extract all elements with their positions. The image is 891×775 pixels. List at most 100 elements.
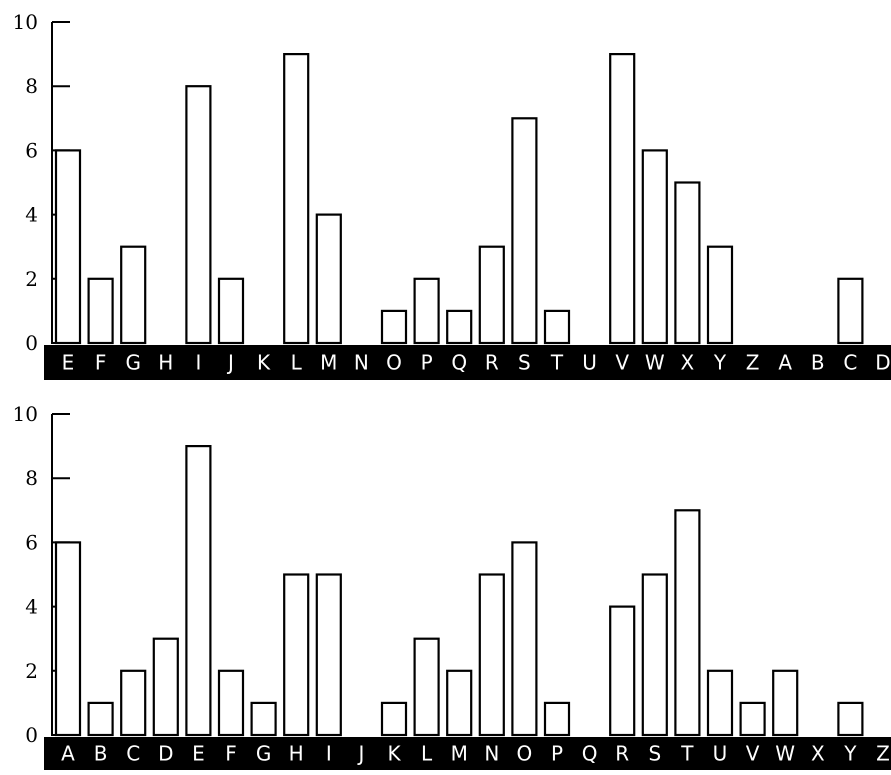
x-tick-label: A <box>778 351 792 375</box>
x-tick-label: X <box>681 351 695 375</box>
bar-N <box>478 573 505 737</box>
bar-A <box>54 541 82 737</box>
x-tick-label: M <box>320 351 337 375</box>
y-tick-label: 10 <box>13 402 38 426</box>
x-tick-label: Z <box>876 742 890 766</box>
x-tick-label: P <box>421 351 433 375</box>
bar-W <box>641 149 668 345</box>
bar-O <box>511 541 538 737</box>
x-tick-label: U <box>713 742 728 766</box>
x-tick-label: E <box>62 351 75 375</box>
x-tick-label: H <box>289 742 304 766</box>
x-tick-label: O <box>386 351 402 375</box>
bar-P <box>543 701 571 737</box>
bar-V <box>609 52 636 345</box>
bar-G <box>250 701 277 737</box>
bar-J <box>217 277 245 345</box>
x-tick-label: D <box>158 742 173 766</box>
x-tick-label: X <box>811 742 825 766</box>
x-tick-label: R <box>485 351 499 375</box>
x-tick-label: W <box>775 742 795 766</box>
x-tick-label: G <box>256 742 272 766</box>
bar-K <box>380 701 408 737</box>
x-tick-label: J <box>356 742 364 766</box>
chart-panel-1: 0 2 4 6 8 10 E F G H I J K L M N O P Q R S T U V W X Y Z A B C D <box>13 10 891 380</box>
x-tick-label: T <box>680 742 694 766</box>
bar-R <box>478 245 505 345</box>
bar-Y <box>837 701 864 737</box>
x-tick-label: Q <box>451 351 467 375</box>
x-tick-label: K <box>387 742 401 766</box>
bar-C <box>837 277 864 345</box>
x-tick-label: G <box>125 351 141 375</box>
bar-M <box>315 213 342 345</box>
y-tick-label: 0 <box>25 723 38 747</box>
category-label-band <box>44 345 891 380</box>
y-tick-label: 2 <box>25 659 38 683</box>
bar-Y <box>706 245 734 345</box>
y-tick-label: 0 <box>25 331 38 355</box>
bar-S <box>641 573 668 737</box>
y-tick-label: 8 <box>25 466 38 490</box>
y-tick-label: 6 <box>25 138 38 162</box>
x-tick-label: N <box>354 351 369 375</box>
x-tick-label: U <box>582 351 597 375</box>
x-tick-label: C <box>126 742 140 766</box>
x-tick-label: Q <box>582 742 598 766</box>
x-tick-label: F <box>95 351 107 375</box>
y-tick-label: 8 <box>25 74 38 98</box>
x-tick-label: C <box>843 351 857 375</box>
bar-H <box>283 573 310 737</box>
x-tick-label: L <box>421 742 433 766</box>
x-tick-label: Z <box>746 351 760 375</box>
bar-S <box>511 117 538 345</box>
bar-W <box>772 669 799 737</box>
bar-U <box>706 669 734 737</box>
bar-T <box>674 509 701 737</box>
x-tick-label: V <box>615 351 629 375</box>
bar-G <box>120 245 147 345</box>
x-tick-label: V <box>746 742 760 766</box>
x-tick-label: L <box>291 351 303 375</box>
x-tick-label: H <box>158 351 173 375</box>
y-tick-label: 4 <box>25 595 38 619</box>
bar-Q <box>446 309 473 345</box>
bar-T <box>543 309 571 345</box>
bar-X <box>674 181 701 345</box>
bar-C <box>120 669 147 737</box>
x-tick-label: O <box>517 742 533 766</box>
x-tick-label: A <box>61 742 75 766</box>
bar-D <box>152 637 179 737</box>
x-tick-label: B <box>811 351 825 375</box>
bar-L <box>283 52 310 345</box>
x-tick-label: S <box>518 351 531 375</box>
x-tick-label: J <box>226 351 234 375</box>
x-tick-label: I <box>326 742 332 766</box>
x-tick-label: P <box>551 742 563 766</box>
x-tick-label: B <box>94 742 108 766</box>
x-tick-label: I <box>195 351 201 375</box>
x-tick-label: M <box>451 742 468 766</box>
bar-V <box>739 701 766 737</box>
bar-L <box>413 637 440 737</box>
bar-P <box>413 277 440 345</box>
y-tick-label: 4 <box>25 203 38 227</box>
bar-F <box>217 669 245 737</box>
x-tick-label: F <box>225 742 237 766</box>
bar-I <box>185 85 212 345</box>
x-tick-label: Y <box>713 351 727 375</box>
x-tick-label: N <box>484 742 499 766</box>
bar-O <box>380 309 408 345</box>
bar-I <box>315 573 342 737</box>
category-label-band <box>44 737 891 770</box>
x-tick-label: S <box>648 742 661 766</box>
x-tick-label: K <box>257 351 271 375</box>
bar-M <box>446 669 473 737</box>
x-tick-label: W <box>645 351 665 375</box>
x-tick-label: R <box>615 742 629 766</box>
x-tick-label: D <box>875 351 890 375</box>
bar-B <box>87 701 114 737</box>
bar-F <box>87 277 114 345</box>
bar-E <box>185 445 212 737</box>
